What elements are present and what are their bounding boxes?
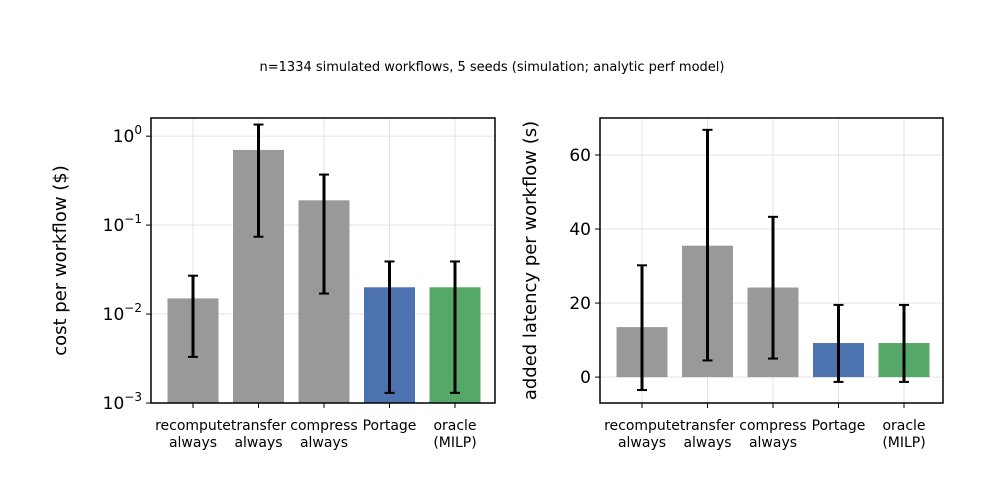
x-tick-label-line: compress [739,418,806,434]
x-tick-label-line: transfer [680,418,736,434]
x-tick-label-line: always [300,435,348,451]
x-tick-label-line: always [749,435,797,451]
x-tick-label-line: Portage [812,418,866,434]
error-bars [637,128,909,392]
figure-suptitle: n=1334 simulated workflows, 5 seeds (sim… [260,60,725,75]
x-tick-label: oracle (MILP) [433,418,476,451]
x-tick-label: Portage [812,418,866,434]
x-tick-label: Portage [363,418,417,434]
y-tick-label: 10−2 [103,301,142,325]
x-tick-label-line: Portage [363,418,417,434]
x-tick-label: compress always [739,418,806,451]
x-tick-label: transfer always [680,418,736,451]
y-tick-label: 40 [569,220,591,240]
y-axis-label: cost per workflow ($) [50,165,71,356]
y-tick-label-exponent: 0 [134,123,142,137]
x-tick-label: transfer always [231,418,287,451]
x-tick-label-line: transfer [231,418,287,434]
x-tick-label-line: compress [290,418,357,434]
y-tick-label: 10−1 [103,212,142,236]
y-tick-label: 20 [569,294,591,314]
x-tick-label-line: always [234,435,282,451]
x-tick-label-line: oracle [433,418,476,434]
y-tick-label-exponent: −1 [124,212,142,226]
error-bars [188,123,460,394]
y-tick-label-exponent: −3 [124,390,142,404]
y-tick-label-exponent: −2 [124,301,142,315]
y-tick-label: 60 [569,146,591,166]
x-tick-label-line: always [169,435,217,451]
y-tick-label: 100 [113,123,142,147]
axes-frame [599,117,944,404]
x-tick-label: recompute always [155,418,231,451]
x-tick-label: oracle (MILP) [882,418,925,451]
y-tick-label: 10−3 [103,390,142,414]
x-tick-label-line: oracle [882,418,925,434]
axes-frame [150,117,496,404]
y-tick-label-base: 10 [113,127,135,147]
y-axis-label: added latency per workflow (s) [520,121,541,400]
y-tick-label-base: 10 [103,394,125,414]
y-ticks: 0 20 40 60 [569,146,600,388]
y-tick-label: 0 [580,368,591,388]
y-tick-label-base: 10 [103,305,125,325]
x-tick-label-line: always [683,435,731,451]
y-tick-label-base: 10 [103,216,125,236]
x-tick-label-line: recompute [155,418,231,434]
x-tick-label-line: always [618,435,666,451]
x-tick-label-line: recompute [604,418,680,434]
x-tick-label: recompute always [604,418,680,451]
x-tick-label-line: (MILP) [882,435,925,451]
x-tick-label-line: (MILP) [433,435,476,451]
x-tick-label: compress always [290,418,357,451]
